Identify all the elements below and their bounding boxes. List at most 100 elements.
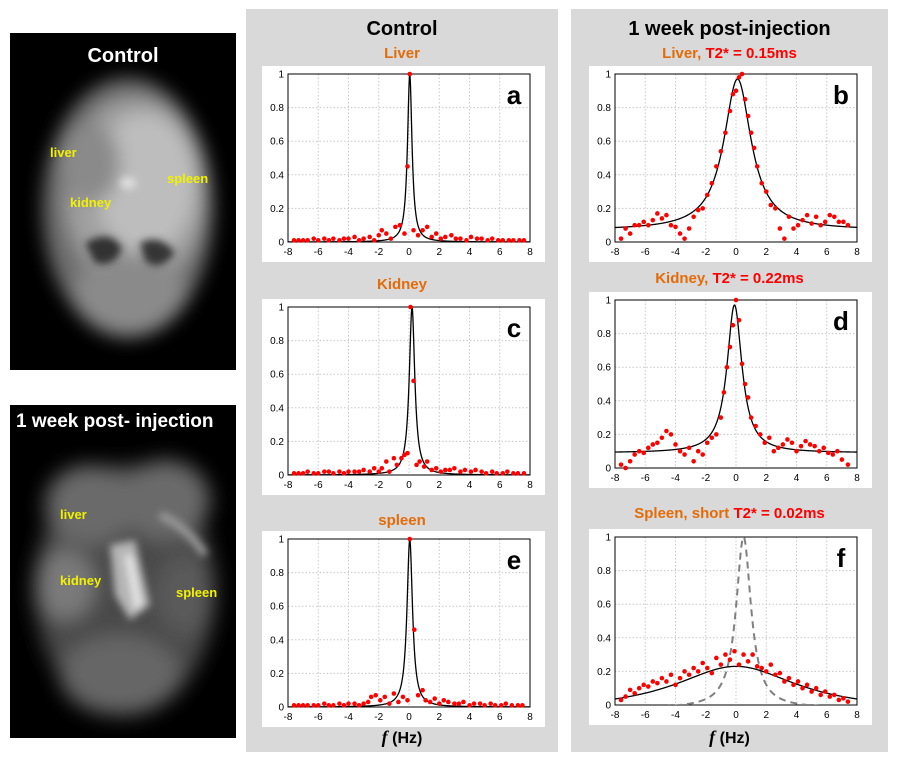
data-point (830, 452, 836, 457)
y-tick-label: 0.8 (270, 568, 284, 579)
data-point (391, 691, 397, 696)
x-tick-label: 2 (763, 247, 769, 258)
data-point (632, 690, 637, 696)
data-point (407, 536, 413, 542)
x-tick-label: -4 (344, 247, 353, 258)
data-point (379, 465, 385, 471)
data-point (677, 675, 683, 681)
panel-c-title: Kidney (376, 276, 427, 293)
data-point (794, 448, 799, 454)
data-point (763, 189, 769, 194)
data-point (804, 212, 810, 218)
data-point (727, 108, 733, 114)
y-tick-label: 0.4 (597, 633, 611, 644)
data-point (762, 440, 768, 446)
data-point (659, 675, 665, 681)
data-point (456, 701, 462, 706)
data-point (695, 448, 701, 454)
data-point (415, 232, 421, 238)
data-point (405, 697, 410, 703)
data-point (352, 234, 357, 240)
data-point (361, 236, 366, 241)
data-point (322, 236, 327, 241)
x-tick-label: 6 (497, 480, 503, 491)
x-tick-label: 0 (406, 247, 412, 258)
data-point (503, 701, 509, 706)
data-point (423, 697, 428, 703)
x-tick-label: 0 (733, 710, 739, 721)
data-point (695, 669, 701, 674)
data-point (367, 469, 372, 474)
data-point (759, 180, 765, 186)
y-tick-label: 0 (605, 238, 611, 249)
data-point (296, 238, 301, 243)
data-point (682, 236, 687, 241)
x-tick-label: -6 (641, 710, 650, 721)
y-tick-label: 0.6 (597, 600, 611, 611)
data-point (839, 457, 845, 462)
data-point (331, 703, 336, 708)
data-point (520, 703, 525, 708)
data-point (627, 458, 633, 464)
data-point (368, 694, 374, 700)
control-column-title: Control (366, 18, 438, 40)
data-point (816, 448, 822, 454)
data-point (641, 450, 647, 456)
chart-d: -8 -6 -4 -2 0 2 4 6 8 0 0.2 0.4 0.6 0.8 1 d (589, 292, 872, 488)
data-point (387, 469, 392, 474)
x-tick-label: -4 (671, 710, 680, 721)
data-point (433, 231, 439, 236)
x-tick-label: 4 (794, 710, 800, 721)
data-point (488, 701, 493, 706)
panel-letter: a (507, 80, 522, 110)
chart-b-svg: -8 -6 -4 -2 0 2 4 6 8 0 0.2 0.4 0.6 0.8 1 b (597, 70, 860, 259)
data-point (331, 236, 336, 241)
post-column: 1 week post-injection Liver, T2* = 0.15m… (571, 9, 888, 752)
data-point (291, 238, 297, 243)
x-tick-label: -8 (611, 710, 620, 721)
data-point (483, 471, 489, 476)
data-point (636, 685, 642, 691)
data-point (429, 234, 434, 240)
y-tick-label: 0.4 (270, 635, 284, 646)
data-point (664, 212, 669, 218)
data-point (388, 236, 394, 241)
data-point (391, 455, 397, 461)
data-point (795, 679, 801, 684)
data-point (411, 227, 416, 233)
data-point (727, 657, 733, 662)
data-point (813, 214, 819, 220)
data-point (315, 471, 321, 476)
data-point (464, 238, 469, 243)
data-point (356, 469, 362, 474)
y-tick-label: 1 (605, 533, 611, 544)
data-point (627, 231, 633, 236)
x-tick-label: 2 (763, 473, 769, 484)
y-tick-label: 1 (278, 535, 284, 546)
data-point (498, 703, 504, 708)
data-point (645, 222, 651, 228)
data-point (393, 224, 398, 230)
data-point (776, 445, 781, 451)
data-point (664, 428, 669, 434)
data-point (759, 665, 765, 671)
data-point (462, 467, 468, 473)
x-tick-label: -6 (314, 712, 323, 723)
data-point (477, 701, 483, 706)
data-point (677, 448, 683, 454)
data-point (458, 469, 463, 474)
data-point (479, 236, 484, 241)
data-point (461, 699, 466, 705)
data-point (452, 701, 457, 706)
data-point (668, 222, 674, 228)
x-tick-label: 4 (467, 712, 473, 723)
data-point (337, 238, 342, 243)
data-point (812, 443, 817, 449)
x-tick-label: 0 (733, 473, 739, 484)
chart-b: -8 -6 -4 -2 0 2 4 6 8 0 0.2 0.4 0.6 0.8 1 b (589, 66, 872, 262)
x-tick-label: -4 (344, 480, 353, 491)
data-point (753, 423, 758, 429)
data-point (384, 231, 389, 236)
data-point (704, 665, 710, 671)
data-point (405, 450, 410, 456)
